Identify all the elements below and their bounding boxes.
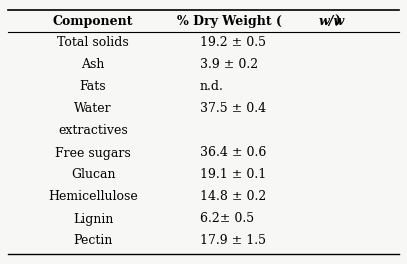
Text: 14.8 ± 0.2: 14.8 ± 0.2 [200,191,266,204]
Text: w/w: w/w [319,15,345,27]
Text: Total solids: Total solids [57,36,129,50]
Text: Water: Water [74,102,112,116]
Text: Ash: Ash [81,59,105,72]
Text: Pectin: Pectin [73,234,113,248]
Text: 6.2± 0.5: 6.2± 0.5 [200,213,254,225]
Text: 19.2 ± 0.5: 19.2 ± 0.5 [200,36,266,50]
Text: Fats: Fats [80,81,106,93]
Text: extractives: extractives [58,125,128,138]
Text: % Dry Weight (: % Dry Weight ( [177,15,281,27]
Text: 17.9 ± 1.5: 17.9 ± 1.5 [200,234,266,248]
Text: Lignin: Lignin [73,213,113,225]
Text: Free sugars: Free sugars [55,147,131,159]
Text: 37.5 ± 0.4: 37.5 ± 0.4 [200,102,266,116]
Text: 19.1 ± 0.1: 19.1 ± 0.1 [200,168,266,182]
Text: ): ) [335,15,340,27]
Text: Glucan: Glucan [71,168,115,182]
Text: 36.4 ± 0.6: 36.4 ± 0.6 [200,147,266,159]
Text: 3.9 ± 0.2: 3.9 ± 0.2 [200,59,258,72]
Text: n.d.: n.d. [200,81,224,93]
Text: Hemicellulose: Hemicellulose [48,191,138,204]
Text: Component: Component [53,15,133,27]
